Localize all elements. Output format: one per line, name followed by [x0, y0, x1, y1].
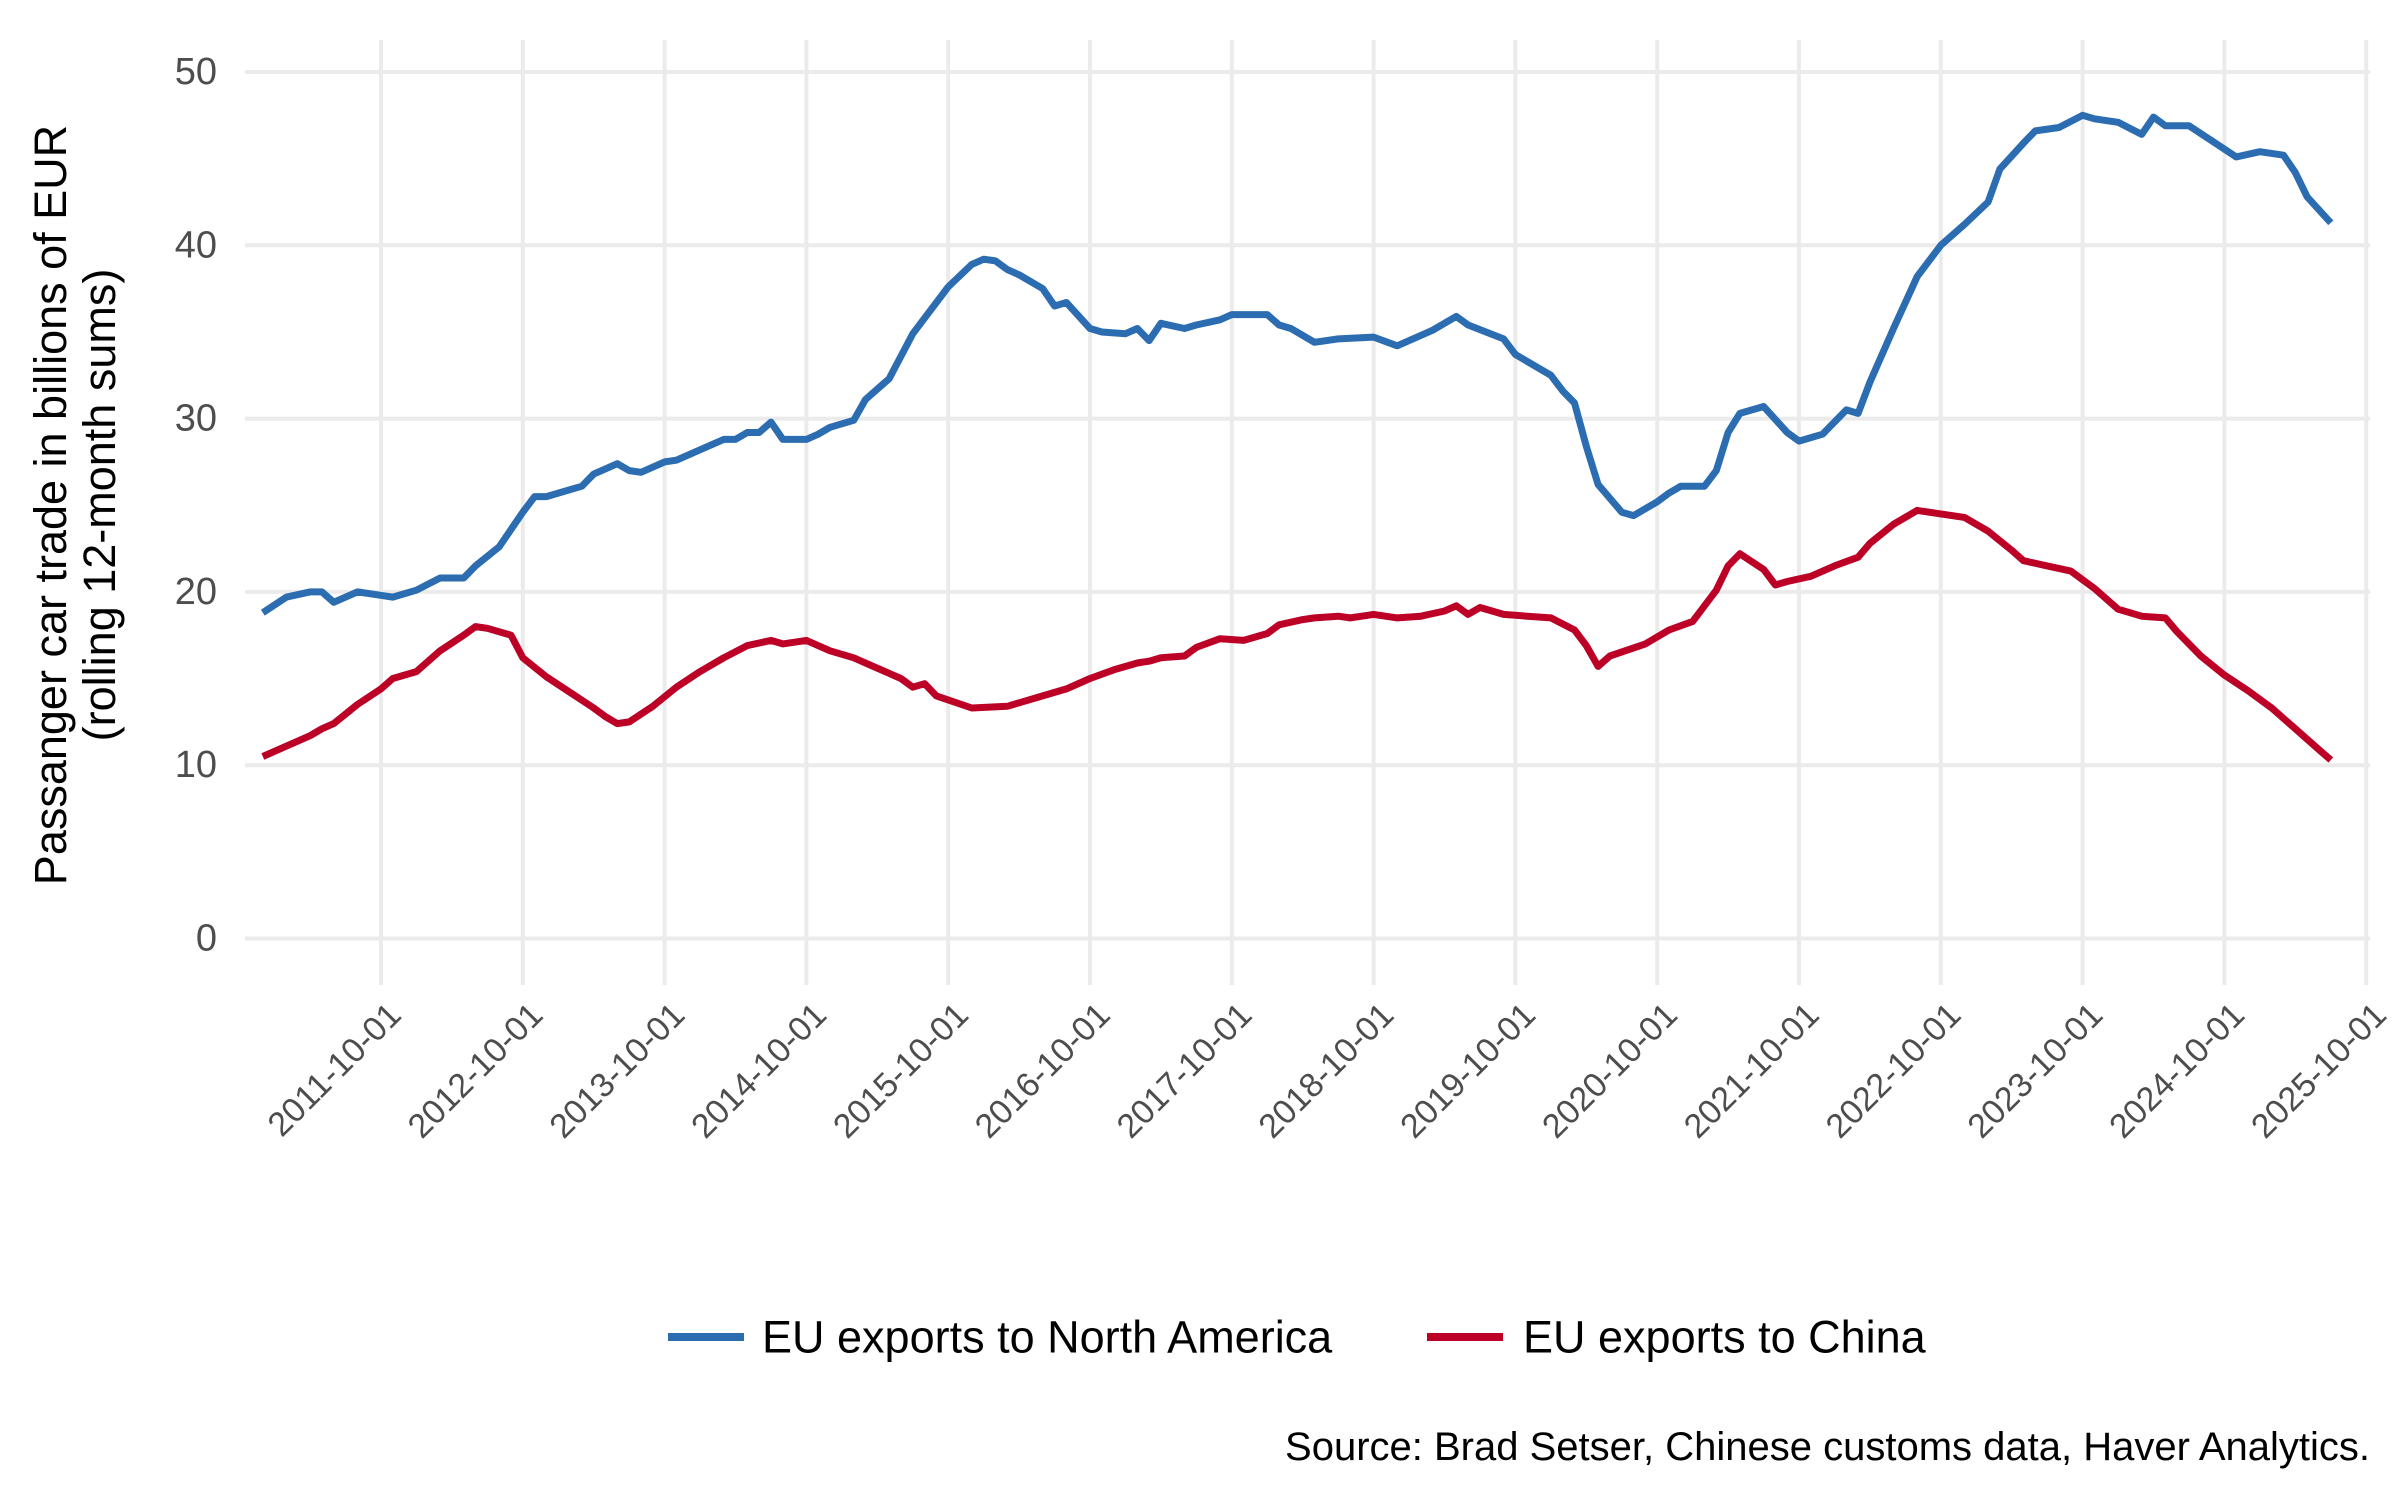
series-line-china [261, 506, 2334, 763]
y-tick-label: 40 [175, 224, 217, 266]
y-axis-title-line-1: Passanger car trade in billions of EUR [25, 125, 76, 885]
y-axis-title-line-2: (rolling 12-month sums) [74, 269, 125, 742]
series-lines [260, 111, 2334, 763]
y-tick-label: 0 [196, 918, 217, 960]
legend-label-china: EU exports to China [1523, 1312, 1927, 1363]
x-tick-label: 2018-10-01 [1251, 996, 1401, 1146]
y-tick-label: 20 [175, 571, 217, 613]
x-axis-ticks: 2011-10-012012-10-012013-10-012014-10-01… [261, 996, 2394, 1146]
x-tick-label: 2024-10-01 [2102, 996, 2252, 1146]
x-tick-label: 2011-10-01 [261, 996, 409, 1144]
y-axis-ticks: 0 10 20 30 40 50 [175, 51, 217, 960]
x-tick-label: 2017-10-01 [1110, 996, 1260, 1146]
x-tick-label: 2013-10-01 [542, 996, 692, 1146]
x-tick-label: 2019-10-01 [1393, 996, 1543, 1146]
x-tick-label: 2022-10-01 [1819, 996, 1969, 1146]
x-tick-label: 2023-10-01 [1960, 996, 2110, 1146]
source-caption: Source: Brad Setser, Chinese customs dat… [1285, 1425, 2370, 1469]
gridlines [245, 40, 2370, 985]
x-tick-label: 2020-10-01 [1535, 996, 1685, 1146]
x-tick-label: 2012-10-01 [401, 996, 551, 1146]
x-tick-label: 2016-10-01 [968, 996, 1118, 1146]
legend-label-north-america: EU exports to North America [762, 1312, 1333, 1363]
y-axis-title: Passanger car trade in billions of EUR (… [25, 125, 125, 885]
y-tick-label: 30 [175, 398, 217, 440]
x-tick-label: 2015-10-01 [826, 996, 976, 1146]
x-tick-label: 2021-10-01 [1677, 996, 1827, 1146]
y-tick-label: 50 [175, 51, 217, 93]
legend: EU exports to North America EU exports t… [668, 1312, 1927, 1363]
x-tick-label: 2025-10-01 [2244, 996, 2394, 1146]
x-tick-label: 2014-10-01 [684, 996, 834, 1146]
y-tick-label: 10 [175, 744, 217, 786]
series-line-north-america [260, 111, 2334, 616]
